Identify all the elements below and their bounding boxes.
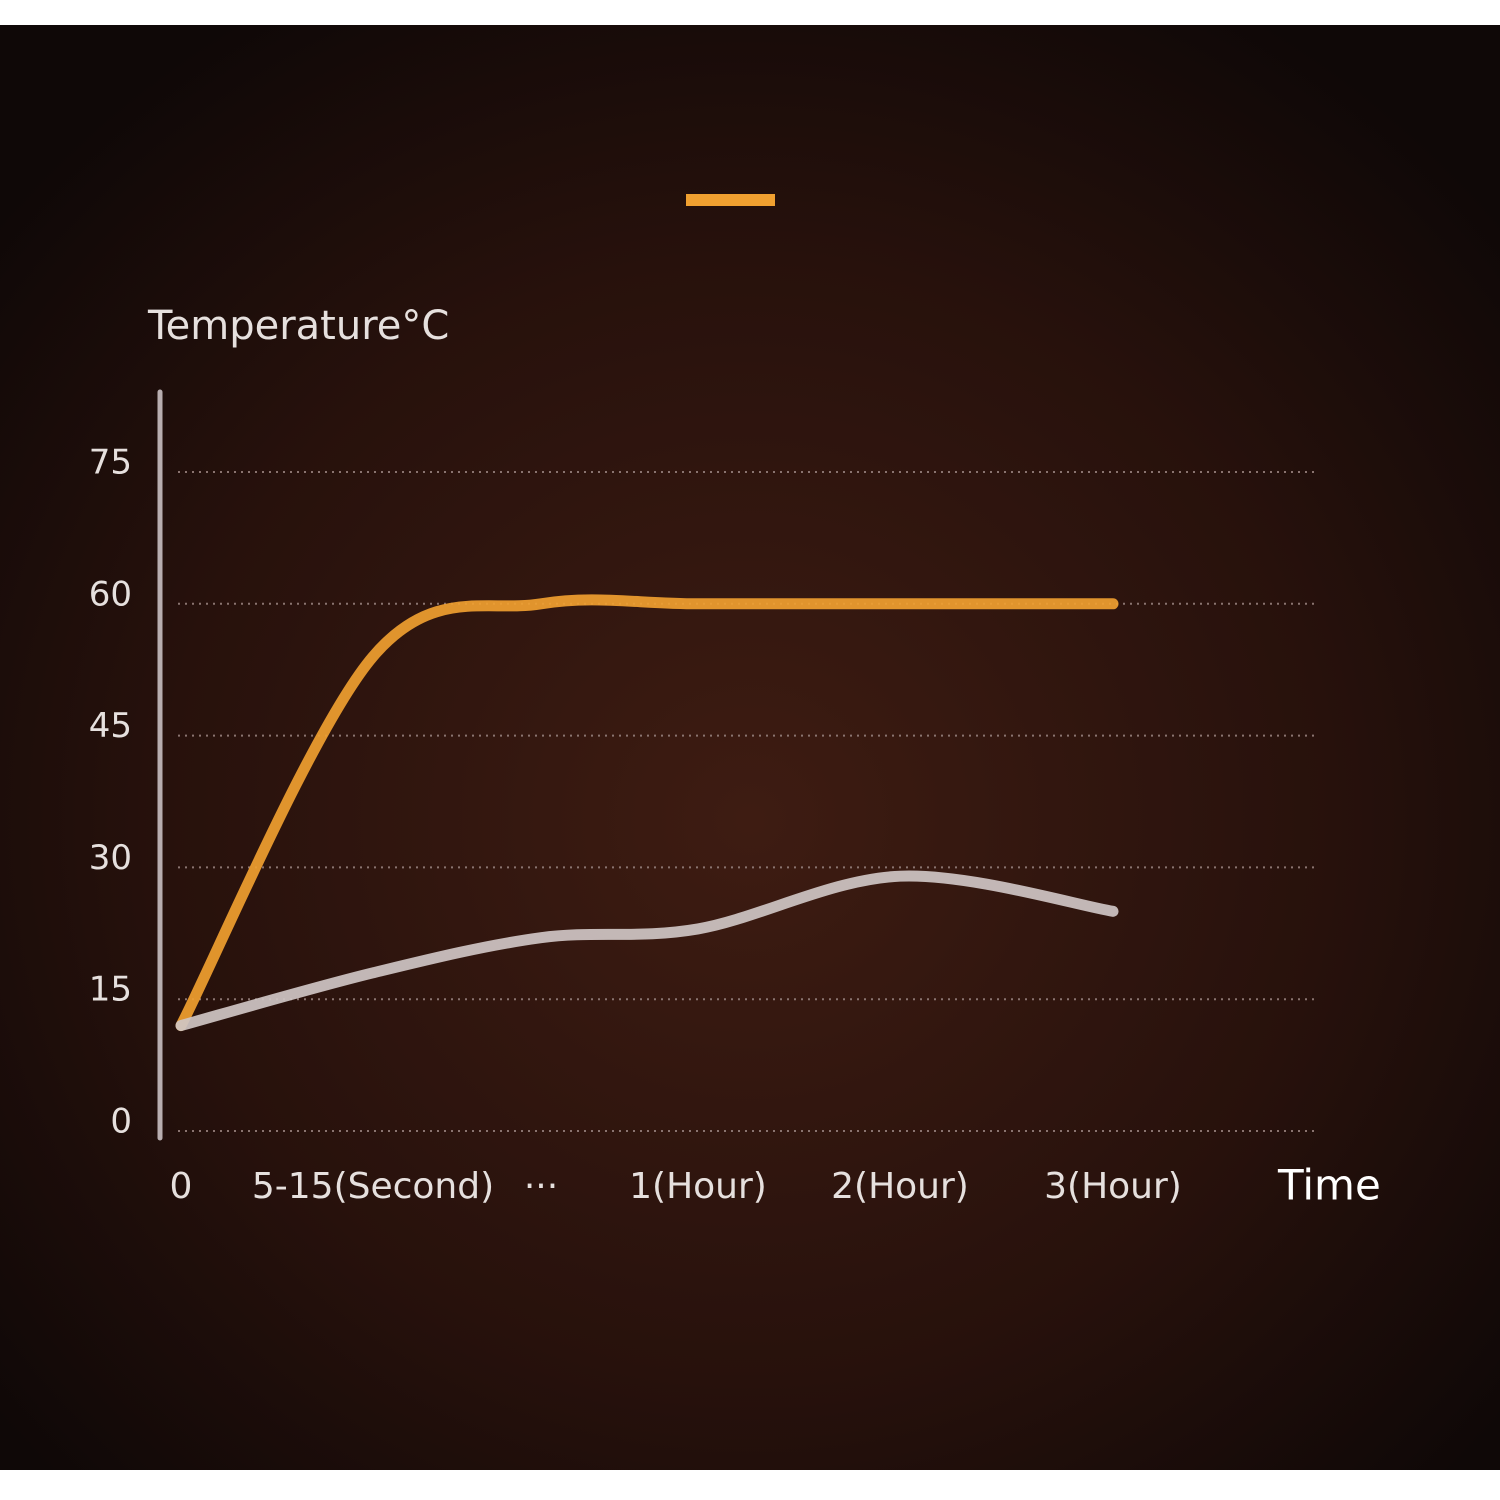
x-tick-label: 5-15(Second)	[252, 1166, 494, 1207]
y-tick-label: 30	[89, 838, 132, 878]
y-tick-label: 45	[89, 706, 132, 746]
y-tick-label: 60	[89, 574, 132, 614]
x-axis-label: Time	[1277, 1161, 1381, 1210]
legend-swatch	[686, 194, 775, 206]
x-tick-label: 1(Hour)	[629, 1166, 767, 1207]
x-tick-label: 3(Hour)	[1044, 1166, 1182, 1207]
y-tick-label: 75	[89, 443, 132, 483]
background	[0, 25, 1500, 1470]
x-tick-label: ···	[524, 1166, 558, 1207]
x-tick-label: 2(Hour)	[831, 1166, 969, 1207]
y-tick-label: 0	[110, 1102, 132, 1142]
y-axis-label: Temperature°C	[147, 303, 449, 349]
series-line	[175, 870, 1119, 1032]
series-line	[175, 594, 1119, 1032]
y-tick-label: 15	[89, 970, 132, 1010]
x-tick-label: 0	[170, 1166, 193, 1207]
